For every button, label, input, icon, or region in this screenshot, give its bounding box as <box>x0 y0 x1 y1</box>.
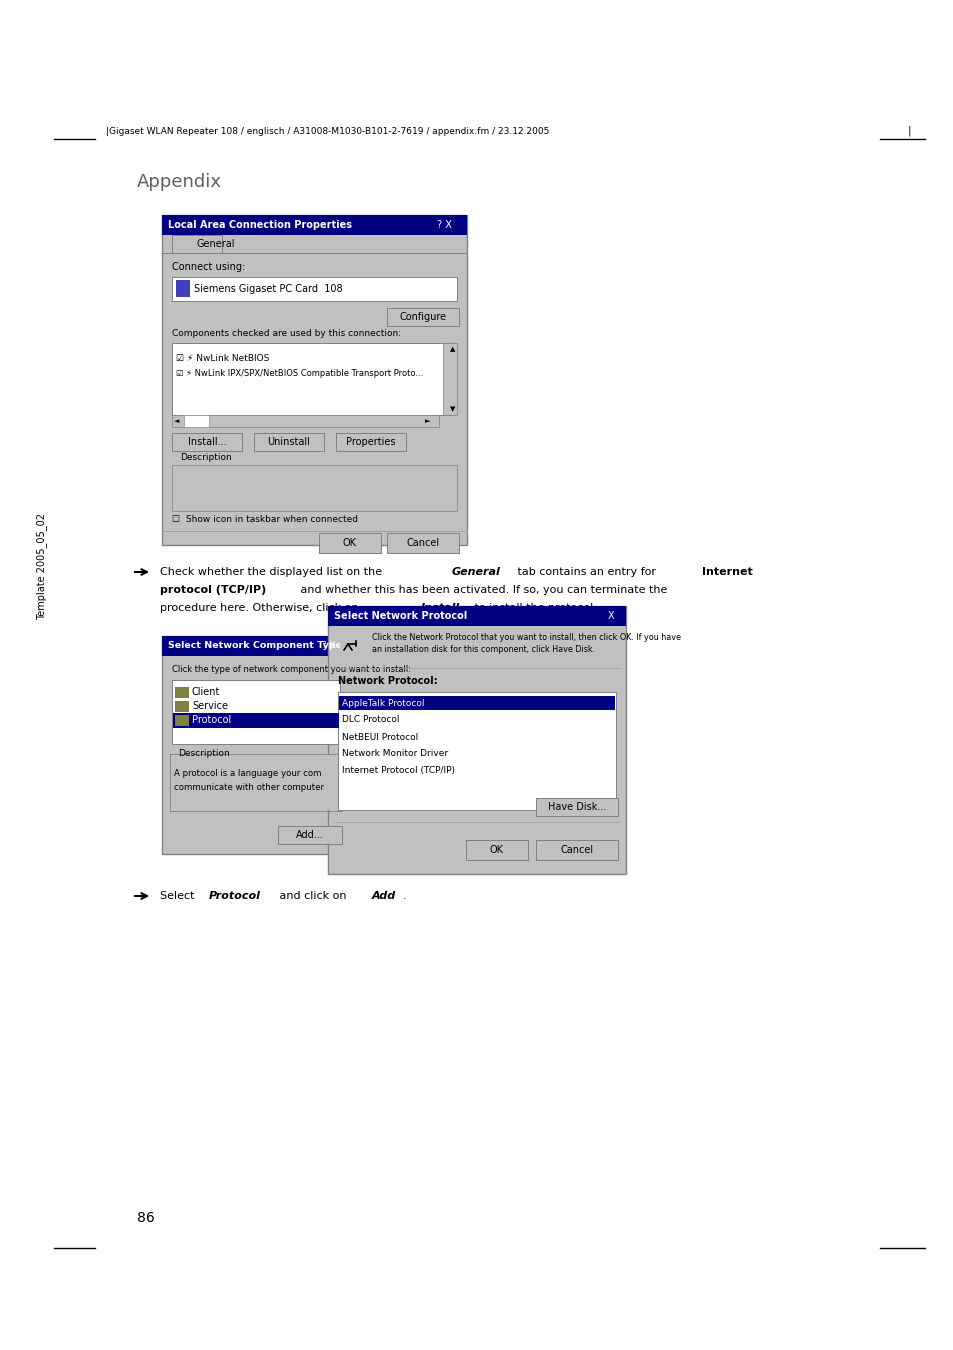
Text: Network Protocol:: Network Protocol: <box>337 676 437 686</box>
Bar <box>328 606 625 873</box>
Bar <box>162 636 350 855</box>
Bar <box>172 433 242 451</box>
Text: Add: Add <box>372 891 395 900</box>
Text: AppleTalk Protocol: AppleTalk Protocol <box>341 698 424 707</box>
Text: tab contains an entry for: tab contains an entry for <box>514 567 659 576</box>
Bar <box>172 464 456 512</box>
Bar <box>174 716 189 726</box>
Bar <box>171 755 340 810</box>
Text: ►: ► <box>424 418 430 424</box>
Text: and click on: and click on <box>275 891 350 900</box>
Bar <box>174 701 189 711</box>
Text: Template 2005_05_02: Template 2005_05_02 <box>36 513 48 620</box>
Bar <box>337 693 616 810</box>
Text: Description: Description <box>180 454 232 463</box>
Text: .: . <box>402 891 406 900</box>
Bar <box>387 308 458 325</box>
Text: Configure: Configure <box>399 312 446 323</box>
Text: communicate with other computer: communicate with other computer <box>173 783 324 792</box>
Bar <box>172 235 222 252</box>
Bar <box>175 279 190 297</box>
Text: Service: Service <box>192 701 228 711</box>
Bar <box>162 215 467 545</box>
Bar <box>172 277 456 301</box>
Text: Components checked are used by this connection:: Components checked are used by this conn… <box>172 328 400 338</box>
Text: Cancel: Cancel <box>406 539 439 548</box>
Text: procedure here. Otherwise, click on: procedure here. Otherwise, click on <box>160 603 361 613</box>
Bar <box>172 680 339 744</box>
Bar <box>328 606 625 626</box>
Text: Have Disk...: Have Disk... <box>547 802 605 811</box>
Bar <box>387 533 458 554</box>
Text: Select: Select <box>160 891 198 900</box>
Text: Protocol: Protocol <box>192 716 231 725</box>
Text: Protocol: Protocol <box>209 891 261 900</box>
Text: Uninstall: Uninstall <box>267 437 310 447</box>
Text: Description: Description <box>178 749 230 759</box>
Bar <box>253 433 324 451</box>
Text: Click the type of network component you want to install:: Click the type of network component you … <box>172 666 411 675</box>
Text: Internet Protocol (TCP/IP): Internet Protocol (TCP/IP) <box>341 767 455 775</box>
Bar <box>184 414 209 427</box>
Text: DLC Protocol: DLC Protocol <box>341 716 399 725</box>
Text: ◄: ◄ <box>173 418 179 424</box>
Text: Install...: Install... <box>188 437 226 447</box>
Bar <box>339 636 364 660</box>
Text: ☐  Show icon in taskbar when connected: ☐ Show icon in taskbar when connected <box>172 514 357 524</box>
Bar <box>172 343 453 414</box>
Text: A protocol is a language your com: A protocol is a language your com <box>173 769 321 779</box>
Bar <box>338 697 615 710</box>
Text: Install: Install <box>420 603 459 613</box>
Text: General: General <box>196 239 235 248</box>
Bar <box>172 713 338 728</box>
Text: Properties: Properties <box>346 437 395 447</box>
Text: Select Network Protocol: Select Network Protocol <box>334 612 467 621</box>
Text: NetBEUI Protocol: NetBEUI Protocol <box>341 733 417 741</box>
Bar <box>174 687 189 698</box>
Text: Network Monitor Driver: Network Monitor Driver <box>341 749 448 759</box>
Text: ▲: ▲ <box>450 346 455 352</box>
Text: OK: OK <box>343 539 356 548</box>
Bar <box>277 826 341 844</box>
Text: Connect using:: Connect using: <box>172 262 245 271</box>
Text: an installation disk for this component, click Have Disk.: an installation disk for this component,… <box>372 645 595 655</box>
Text: X: X <box>607 612 614 621</box>
Text: ? X: ? X <box>436 220 452 230</box>
Text: and whether this has been activated. If so, you can terminate the: and whether this has been activated. If … <box>296 585 667 595</box>
Text: ? X: ? X <box>322 641 335 651</box>
Text: Local Area Connection Properties: Local Area Connection Properties <box>168 220 352 230</box>
Text: Select Network Component Type: Select Network Component Type <box>168 641 341 651</box>
Bar <box>335 433 406 451</box>
Bar <box>536 840 618 860</box>
Text: ☑ ⚡ NwLink IPX/SPX/NetBIOS Compatible Transport Proto...: ☑ ⚡ NwLink IPX/SPX/NetBIOS Compatible Tr… <box>175 369 423 378</box>
Bar <box>465 840 527 860</box>
Text: protocol (TCP/IP): protocol (TCP/IP) <box>160 585 266 595</box>
Bar <box>318 533 380 554</box>
Text: |Gigaset WLAN Repeater 108 / englisch / A31008-M1030-B101-2-7619 / appendix.fm /: |Gigaset WLAN Repeater 108 / englisch / … <box>106 127 549 135</box>
Text: Client: Client <box>192 687 220 697</box>
Text: Internet: Internet <box>701 567 752 576</box>
Text: 86: 86 <box>137 1211 154 1224</box>
Bar <box>536 798 618 815</box>
Text: Cancel: Cancel <box>559 845 593 855</box>
Text: to install the protocol.: to install the protocol. <box>471 603 597 613</box>
Text: |: | <box>907 126 911 136</box>
Bar <box>172 414 438 427</box>
Text: General: General <box>451 567 499 576</box>
Bar <box>162 215 467 235</box>
Text: ▼: ▼ <box>450 406 455 412</box>
Text: Click the Network Protocol that you want to install, then click OK. If you have: Click the Network Protocol that you want… <box>372 633 680 643</box>
Text: Add...: Add... <box>295 830 323 840</box>
Text: Check whether the displayed list on the: Check whether the displayed list on the <box>160 567 385 576</box>
Text: OK: OK <box>490 845 503 855</box>
Bar <box>442 343 456 414</box>
Bar <box>162 636 350 656</box>
Text: ☑ ⚡ NwLink NetBIOS: ☑ ⚡ NwLink NetBIOS <box>175 354 269 363</box>
Text: Siemens Gigaset PC Card  108: Siemens Gigaset PC Card 108 <box>193 284 342 294</box>
Text: Appendix: Appendix <box>137 173 222 190</box>
